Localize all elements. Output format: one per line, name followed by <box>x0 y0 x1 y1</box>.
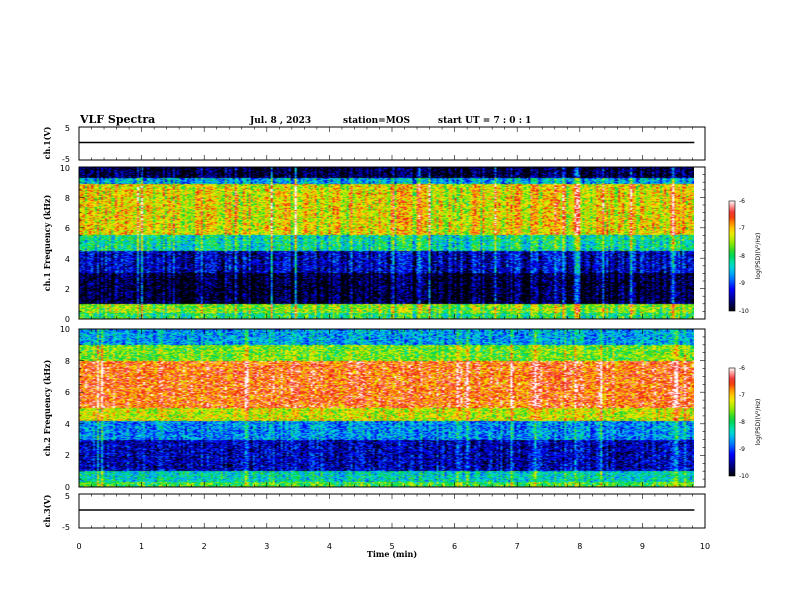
x-tick-label: 2 <box>202 542 207 551</box>
ch2-spectrogram-image <box>79 329 694 487</box>
ch1-cbar-tick--9: -9 <box>739 280 745 287</box>
ch1-ytick-0: 0 <box>65 315 70 324</box>
ch2-cbar-tick--10: -10 <box>739 473 749 480</box>
station-label: station=MOS <box>343 116 410 126</box>
ch3-ytick-top: 5 <box>65 492 70 501</box>
start-ut-label: start UT = 7 : 0 : 1 <box>438 116 531 126</box>
ch2-cbar-tick--6: -6 <box>739 365 745 372</box>
x-tick-label: 4 <box>327 542 332 551</box>
ch2-colorbar-label: log(PSD)(V²/Hz) <box>755 399 762 446</box>
ch1-cbar-tick--8: -8 <box>739 253 745 260</box>
ch1-spectrogram-panel: 0 2 4 6 8 10 ch.1 Frequency (kHz) <box>42 164 706 324</box>
ch3-ytick-bottom: -5 <box>62 523 70 532</box>
ch1-ytick-2: 2 <box>65 285 70 294</box>
ch1-spectrogram-ylabel: ch.1 Frequency (kHz) <box>42 195 52 292</box>
x-tick-label: 5 <box>389 542 394 551</box>
ch2-cbar-tick--7: -7 <box>739 392 745 399</box>
ch1-ytick-10: 10 <box>60 164 70 173</box>
x-tick-label: 9 <box>640 542 645 551</box>
ch1-ytick-8: 8 <box>65 194 70 203</box>
ch1-spectrogram-image <box>79 167 694 319</box>
x-tick-label: 1 <box>139 542 144 551</box>
x-tick-label: 6 <box>452 542 457 551</box>
ch2-colorbar-gradient <box>728 367 736 477</box>
date-label: Jul. 8 , 2023 <box>249 116 311 126</box>
ch2-ytick-10: 10 <box>60 325 70 334</box>
ch1-ytick-6: 6 <box>65 224 70 233</box>
ch1-colorbar-label: log(PSD)(V²/Hz) <box>755 233 762 280</box>
ch1-waveform-frame <box>78 126 706 161</box>
x-tick-label: 3 <box>264 542 269 551</box>
x-axis-tick-labels: 0 1 2 3 4 5 6 7 8 9 10 <box>76 542 710 551</box>
ch1-waveform-ylabel: ch.1(V) <box>42 126 52 159</box>
x-axis-label: Time (min) <box>367 549 417 559</box>
ch2-spectrogram-panel: 0 2 4 6 8 10 ch.2 Frequency (kHz) <box>42 325 706 492</box>
ch3-waveform-frame <box>78 493 706 529</box>
ch2-ytick-4: 4 <box>65 420 70 429</box>
ch1-cbar-tick--10: -10 <box>739 308 749 315</box>
ch1-colorbar-gradient <box>728 200 736 312</box>
ch1-cbar-tick--6: -6 <box>739 198 745 205</box>
ch1-ytick-top: 5 <box>65 124 70 133</box>
ch1-waveform-panel: 5 -5 ch.1(V) <box>42 124 706 164</box>
x-tick-label: 7 <box>515 542 520 551</box>
ch2-ytick-0: 0 <box>65 483 70 492</box>
x-tick-label: 8 <box>577 542 582 551</box>
x-tick-label: 10 <box>700 542 710 551</box>
ch2-ytick-6: 6 <box>65 388 70 397</box>
ch2-cbar-tick--8: -8 <box>739 419 745 426</box>
ch2-cbar-tick--9: -9 <box>739 446 745 453</box>
ch2-ytick-2: 2 <box>65 451 70 460</box>
chart-title: VLF Spectra <box>79 113 155 126</box>
x-tick-label: 0 <box>76 542 81 551</box>
ch2-spectrogram-ylabel: ch.2 Frequency (kHz) <box>42 360 52 457</box>
ch2-ytick-8: 8 <box>65 357 70 366</box>
ch3-waveform-ylabel: ch.3(V) <box>42 494 52 527</box>
ch1-ytick-4: 4 <box>65 255 70 264</box>
ch2-colorbar: -6 -7 -8 -9 -10 log(PSD)(V²/Hz) <box>728 365 762 480</box>
ch1-ytick-bottom: -5 <box>62 155 70 164</box>
ch3-waveform-panel: 5 -5 ch.3(V) <box>42 492 706 532</box>
ch1-colorbar: -6 -7 -8 -9 -10 log(PSD)(V²/Hz) <box>728 198 762 315</box>
ch1-cbar-tick--7: -7 <box>739 225 745 232</box>
